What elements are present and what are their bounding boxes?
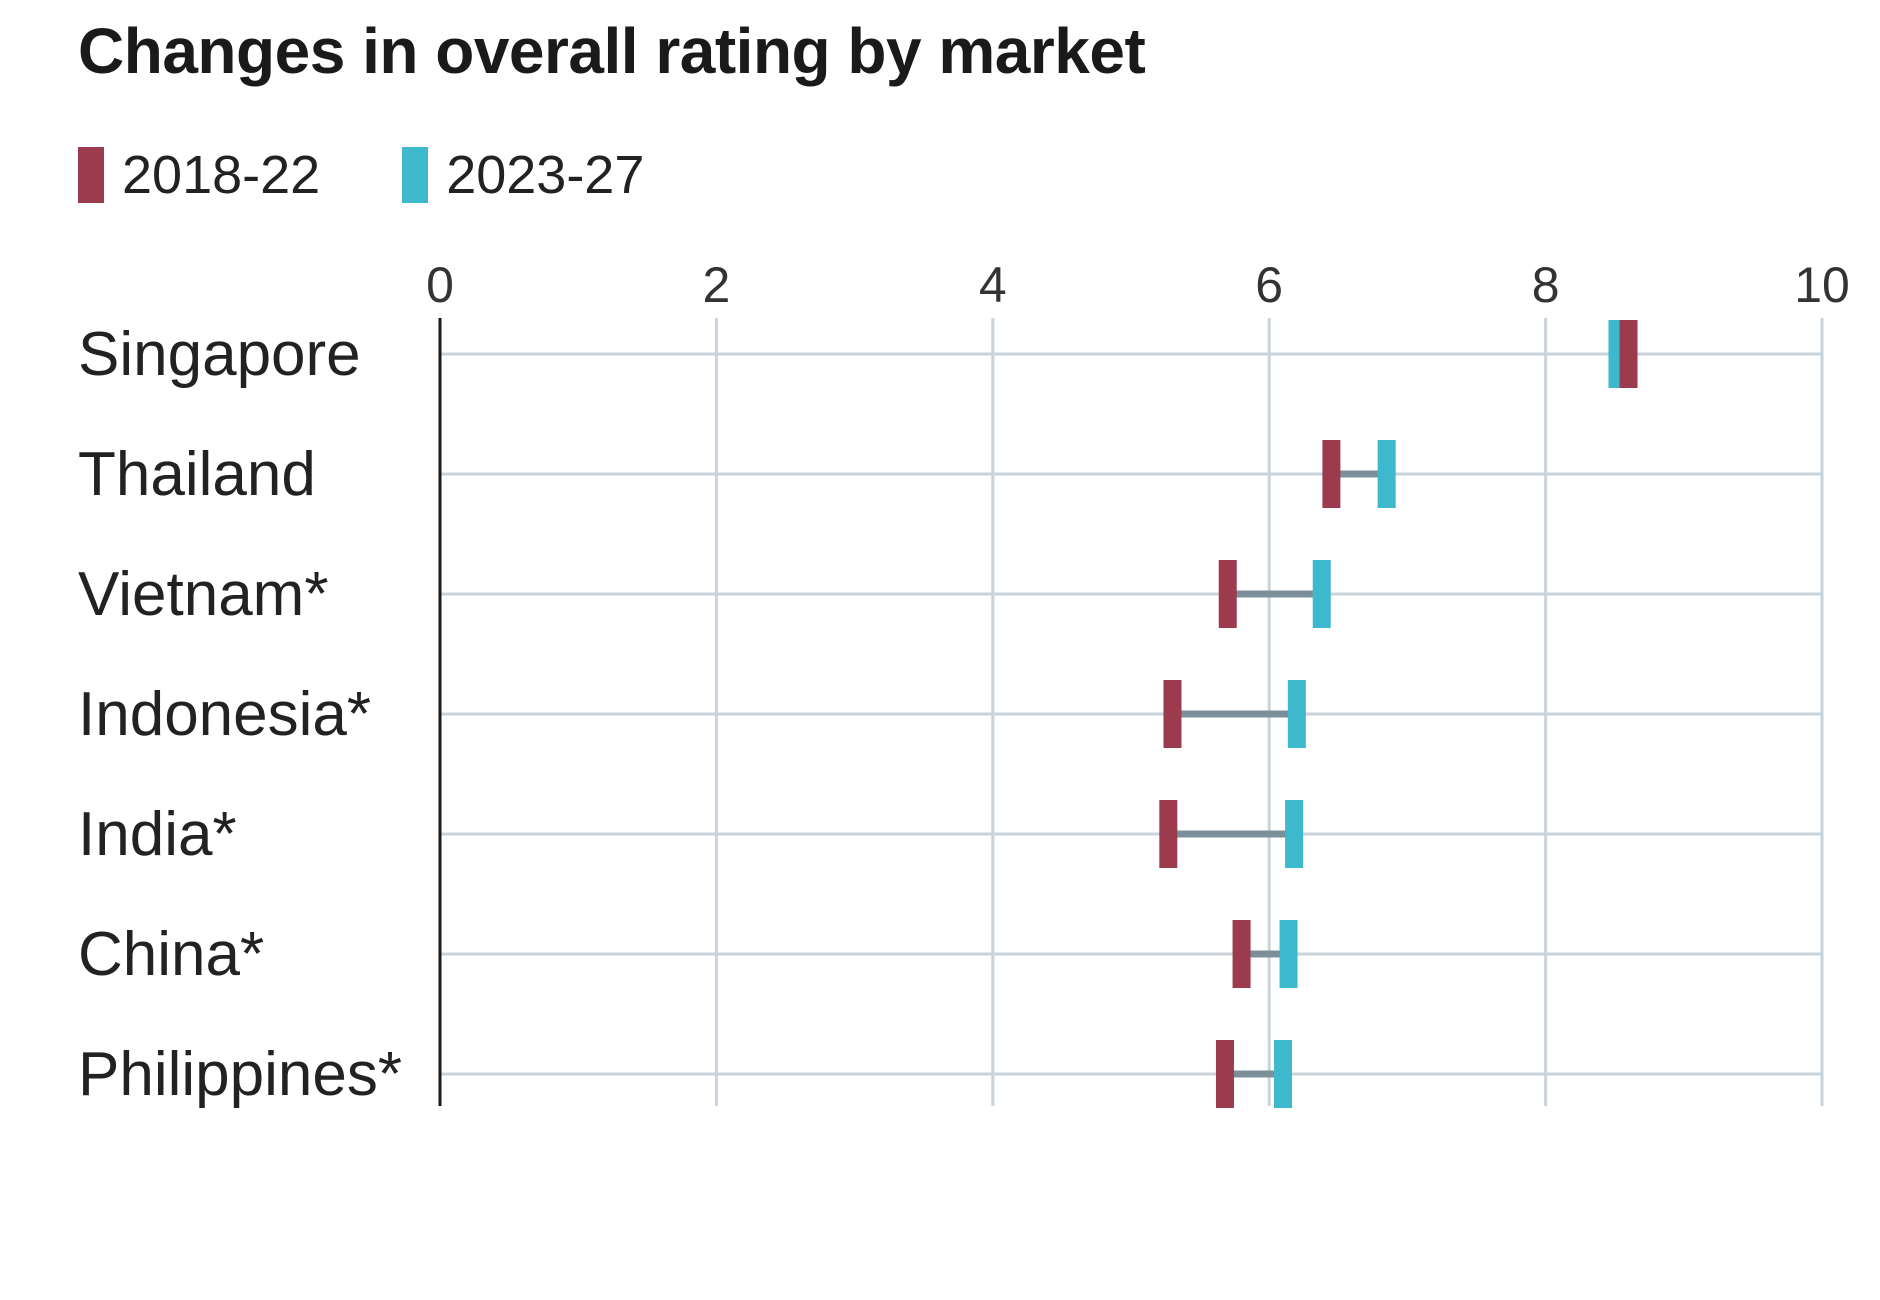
legend-swatch-2018-22 bbox=[78, 147, 104, 203]
row-label: Singapore bbox=[78, 320, 361, 389]
row-label: Philippines* bbox=[78, 1040, 402, 1109]
row-label: Indonesia* bbox=[78, 680, 371, 749]
legend-label-2023-27: 2023-27 bbox=[446, 145, 645, 205]
marker-2018-22-india bbox=[1159, 800, 1178, 868]
x-tick-label-6: 6 bbox=[1255, 257, 1283, 313]
x-tick-label-2: 2 bbox=[702, 257, 730, 313]
marker-2018-22-thailand bbox=[1322, 440, 1341, 508]
x-tick-label-0: 0 bbox=[426, 257, 454, 313]
marker-2023-27-philippines bbox=[1274, 1040, 1293, 1108]
marker-2018-22-indonesia bbox=[1163, 680, 1182, 748]
legend: 2018-22 2023-27 bbox=[78, 140, 726, 210]
marker-2023-27-indonesia bbox=[1287, 680, 1306, 748]
marker-2023-27-china bbox=[1279, 920, 1298, 988]
marker-2023-27-vietnam bbox=[1312, 560, 1331, 628]
legend-swatch-2023-27 bbox=[402, 147, 429, 203]
marker-2018-22-china bbox=[1232, 920, 1251, 988]
row-label: India* bbox=[78, 800, 237, 869]
x-tick-label-8: 8 bbox=[1532, 257, 1560, 313]
legend-item-2018-22: 2018-22 bbox=[78, 144, 320, 206]
x-tick-label-4: 4 bbox=[979, 257, 1007, 313]
row-label: China* bbox=[78, 920, 264, 989]
marker-2023-27-india bbox=[1285, 800, 1304, 868]
marker-2018-22-vietnam bbox=[1218, 560, 1237, 628]
row-label: Vietnam* bbox=[78, 560, 328, 629]
chart-title: Changes in overall rating by market bbox=[78, 15, 1146, 87]
legend-label-2018-22: 2018-22 bbox=[122, 145, 321, 205]
marker-2018-22-philippines bbox=[1215, 1040, 1234, 1108]
x-tick-label-10: 10 bbox=[1794, 257, 1850, 313]
marker-2018-22-singapore bbox=[1619, 320, 1638, 388]
legend-item-2023-27: 2023-27 bbox=[402, 144, 644, 206]
marker-2023-27-thailand bbox=[1377, 440, 1396, 508]
row-label: Thailand bbox=[78, 440, 316, 509]
